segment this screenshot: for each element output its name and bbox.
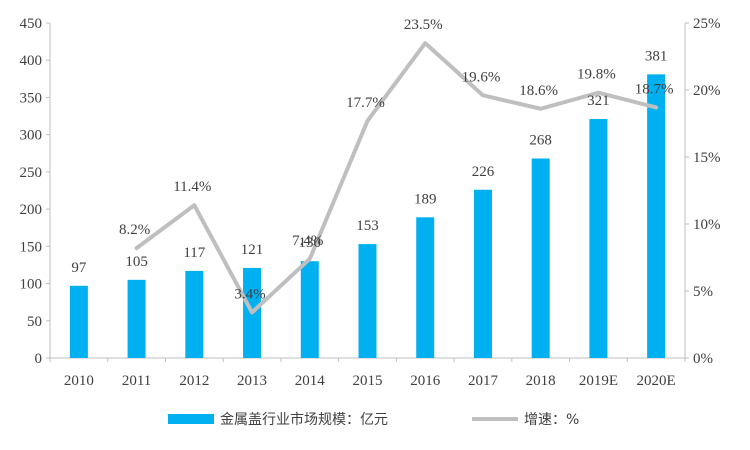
- y-right-tick-label: 10%: [693, 217, 721, 233]
- x-tick-label: 2012: [179, 373, 209, 389]
- bar: [127, 279, 146, 358]
- y-right-tick-label: 20%: [693, 83, 721, 99]
- y-left-tick-label: 400: [20, 53, 43, 69]
- line-value-label: 7.4%: [292, 233, 323, 249]
- line-value-label: 18.6%: [519, 83, 558, 99]
- y-left-tick-label: 0: [35, 351, 43, 367]
- line-value-label: 3.4%: [234, 286, 265, 302]
- legend: 金属盖行业市场规模：亿元 增速：%: [168, 411, 579, 428]
- x-tick-label: 2016: [410, 373, 441, 389]
- y-left-tick-label: 50: [27, 314, 42, 330]
- x-tick-label: 2010: [64, 373, 94, 389]
- bar: [531, 158, 550, 358]
- bar: [416, 217, 435, 358]
- line-value-label: 17.7%: [346, 95, 385, 111]
- bar: [473, 189, 492, 358]
- line-value-label: 23.5%: [404, 17, 443, 33]
- legend-label-line: 增速：%: [524, 412, 579, 428]
- y-left-tick-label: 100: [20, 277, 43, 293]
- legend-swatch-bar: [168, 414, 214, 424]
- x-tick-label: 2018: [526, 373, 556, 389]
- bar-value-label: 268: [529, 132, 552, 148]
- legend-label-bar: 金属盖行业市场规模：亿元: [220, 411, 388, 428]
- y-left-tick-label: 350: [20, 90, 43, 106]
- data-labels: 97 105 117 121 130 153 189 226 268 321 381 8.2% 11.4…: [71, 17, 673, 302]
- x-tick-label: 2020E: [637, 373, 676, 389]
- bar-value-label: 381: [645, 48, 668, 64]
- axes: 0 50 100 150 200 250 300 350 400 450 0% 5% 10% 15% 20%…: [20, 16, 721, 389]
- bar: [589, 119, 608, 359]
- y-right-tick-label: 5%: [693, 284, 713, 300]
- x-tick-label: 2019E: [579, 373, 618, 389]
- line-value-label: 19.6%: [462, 69, 501, 85]
- bar: [647, 74, 666, 358]
- y-left-tick-label: 450: [20, 16, 43, 32]
- bar: [69, 285, 88, 358]
- y-left-tick-label: 150: [20, 239, 43, 255]
- bar: [300, 261, 319, 358]
- bar-value-label: 117: [183, 245, 205, 261]
- line-value-label: 19.8%: [577, 67, 616, 83]
- bar-value-label: 105: [125, 254, 148, 270]
- x-tick-label: 2013: [237, 373, 267, 389]
- bar-value-label: 153: [356, 218, 379, 234]
- x-tick-label: 2011: [122, 373, 151, 389]
- x-tick-label: 2015: [353, 373, 383, 389]
- bar-series: [69, 74, 666, 359]
- y-right-tick-label: 25%: [693, 16, 721, 32]
- x-tick-label: 2014: [295, 373, 326, 389]
- bar-value-label: 130: [299, 235, 322, 251]
- y-right-tick-label: 15%: [693, 150, 721, 166]
- growth-line: [134, 41, 659, 315]
- bar: [358, 244, 377, 358]
- line-value-label: 11.4%: [173, 179, 211, 195]
- x-tick-label: 2017: [468, 373, 499, 389]
- line-series: [134, 41, 659, 315]
- bar-value-label: 189: [414, 191, 437, 207]
- y-left-tick-label: 300: [20, 128, 43, 144]
- bar: [185, 270, 204, 358]
- y-left-tick-label: 200: [20, 202, 43, 218]
- bar-value-label: 97: [71, 260, 87, 276]
- bar-value-label: 121: [241, 242, 264, 258]
- y-right-tick-label: 0%: [693, 351, 713, 367]
- bar-value-label: 321: [587, 93, 610, 109]
- bar-value-label: 226: [472, 164, 495, 180]
- line-value-label: 8.2%: [119, 222, 150, 238]
- line-value-label: 18.7%: [635, 81, 674, 97]
- y-left-tick-label: 250: [20, 165, 43, 181]
